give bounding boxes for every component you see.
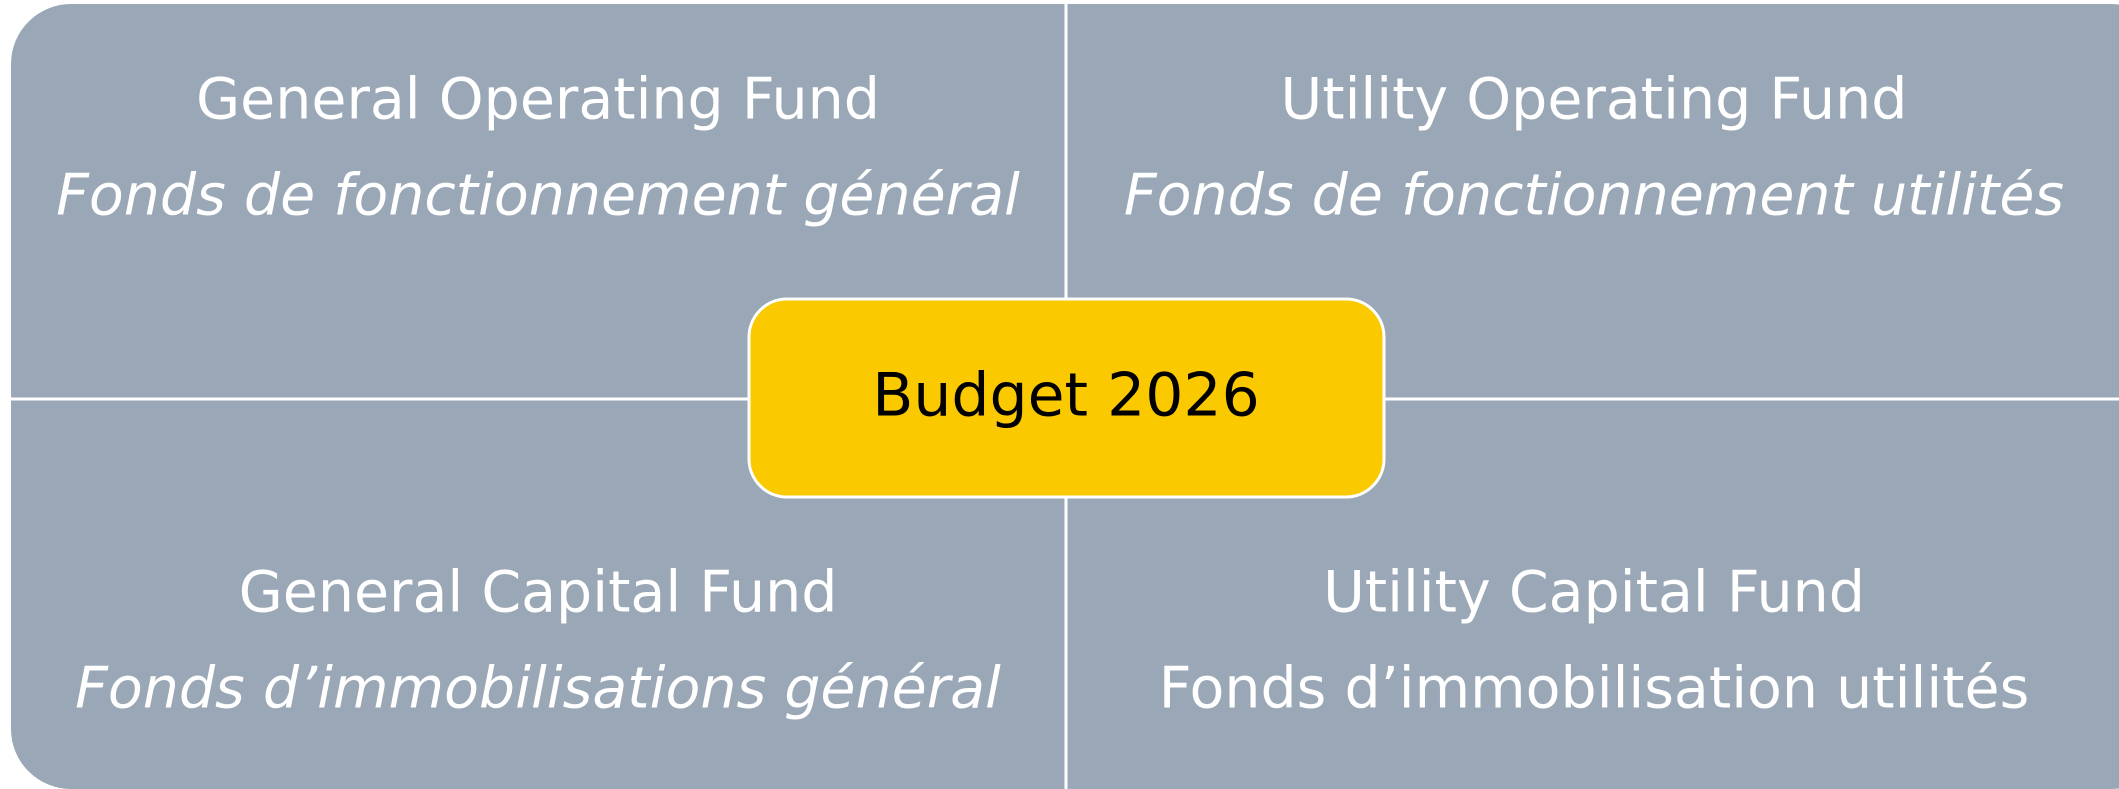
quadrant-subtitle: Fonds de fonctionnement utilités xyxy=(1124,163,2064,229)
quadrant-subtitle: Fonds d’immobilisation utilités xyxy=(1159,656,2030,722)
quadrant-subtitle: Fonds d’immobilisations général xyxy=(75,656,1001,722)
quadrant-title: General Capital Fund xyxy=(239,560,838,626)
center-box xyxy=(747,297,1386,499)
center-label: Budget 2026 xyxy=(872,361,1260,431)
quadrant-subtitle: Fonds de fonctionnement général xyxy=(56,163,1020,229)
quadrant-title: Utility Operating Fund xyxy=(1281,67,1908,133)
quadrant-title: Utility Capital Fund xyxy=(1323,560,1865,626)
quadrant-title: General Operating Fund xyxy=(196,67,880,133)
